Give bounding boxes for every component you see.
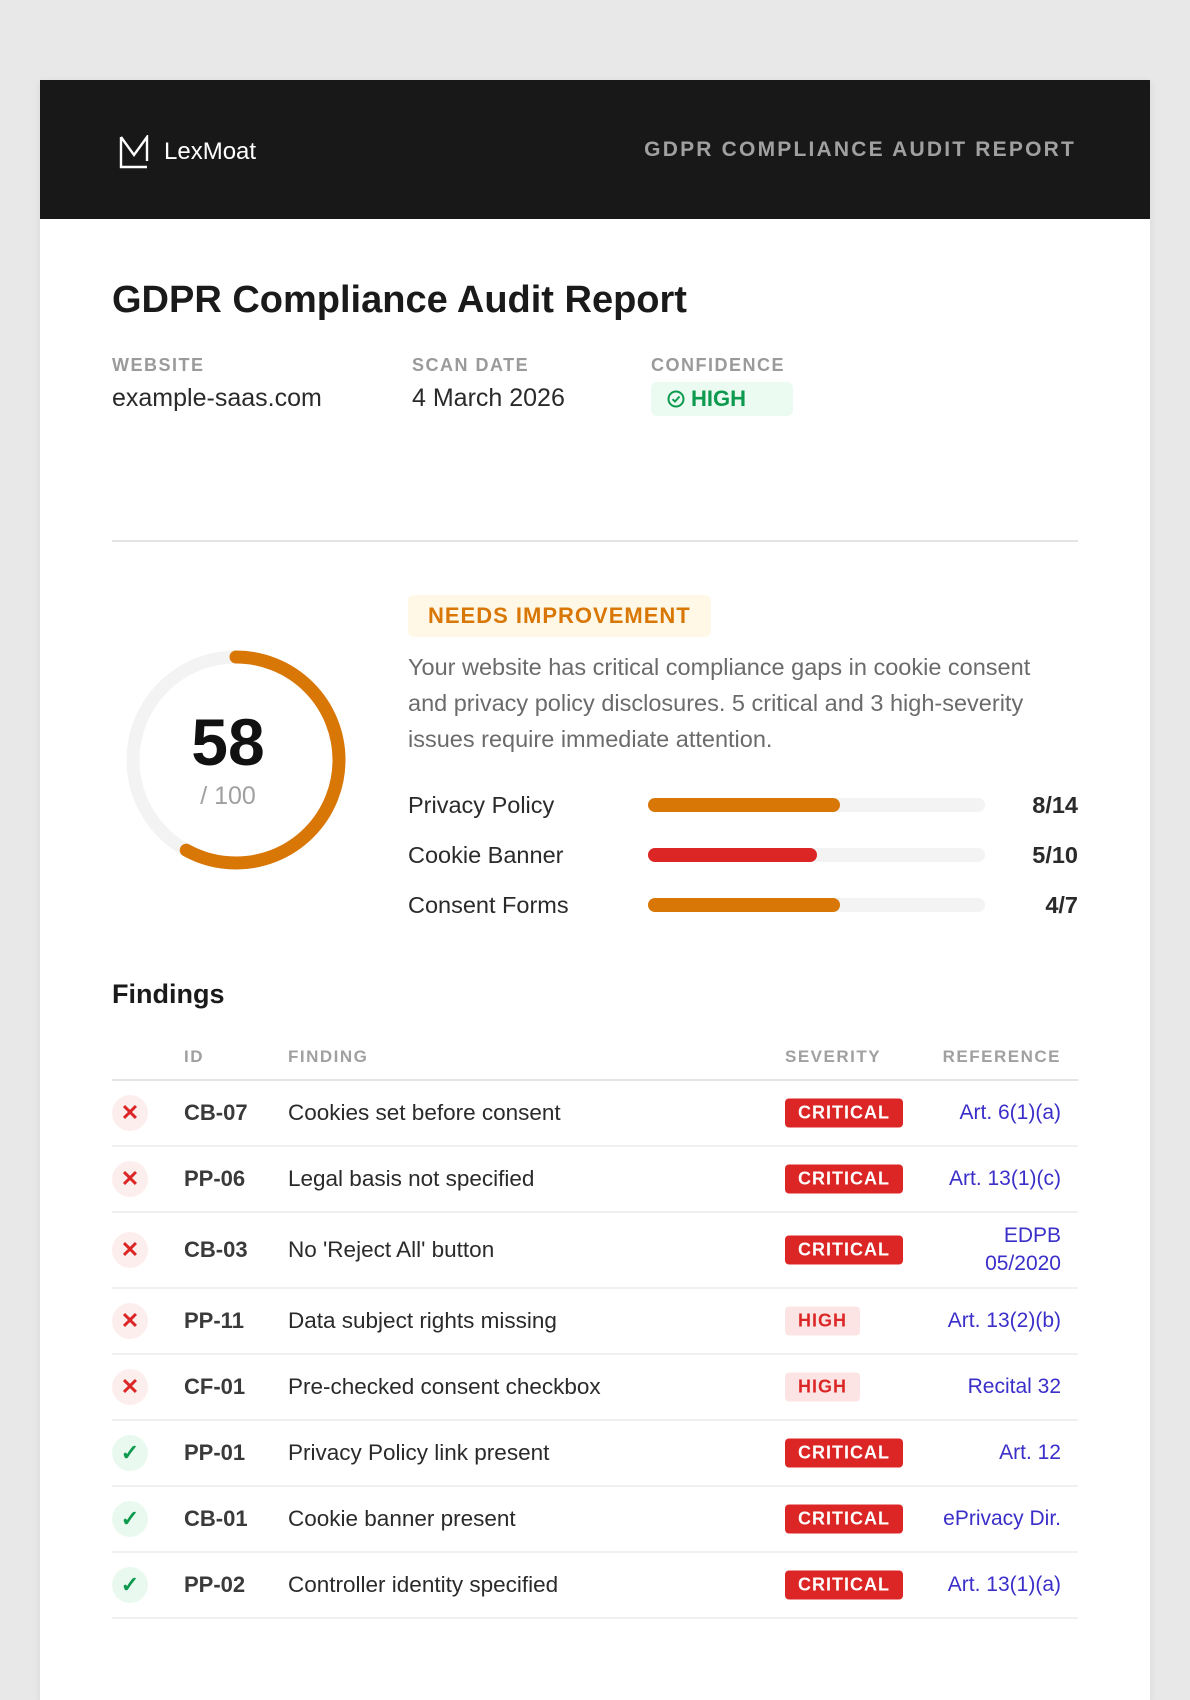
meta-label: CONFIDENCE <box>651 355 786 375</box>
finding-id: CB-07 <box>184 1100 248 1125</box>
severity-badge: HIGH <box>785 1372 860 1402</box>
table-row: ✕ CF-01 Pre-checked consent checkbox HIG… <box>112 1355 1078 1421</box>
progress-fill <box>648 798 841 812</box>
category-label: Consent Forms <box>408 891 569 918</box>
findings-table: ID FINDING SEVERITY REFERENCE ✕ CB-07 Co… <box>112 1039 1078 1619</box>
table-header: ID FINDING SEVERITY REFERENCE <box>112 1039 1078 1081</box>
reference-link[interactable]: ePrivacy Dir. <box>943 1507 1061 1530</box>
progress-fill <box>648 848 817 862</box>
finding-id: CB-01 <box>184 1506 248 1531</box>
score-max: / 100 <box>200 782 256 810</box>
table-row: ✕ PP-06 Legal basis not specified CRITIC… <box>112 1147 1078 1213</box>
meta-website: WEBSITE example-saas.com <box>112 355 322 413</box>
table-row: ✕ PP-11 Data subject rights missing HIGH… <box>112 1289 1078 1355</box>
brand: LexMoat <box>118 135 256 169</box>
severity-badge: CRITICAL <box>785 1438 903 1468</box>
column-finding: FINDING <box>288 1047 369 1066</box>
summary-text: Your website has critical compliance gap… <box>408 654 1031 752</box>
table-row: ✕ CB-07 Cookies set before consent CRITI… <box>112 1081 1078 1147</box>
meta-value: example-saas.com <box>112 384 322 412</box>
finding-id: CB-03 <box>184 1237 248 1262</box>
finding-id: PP-01 <box>184 1440 246 1465</box>
score-gauge <box>126 650 346 870</box>
report-card: LexMoat GDPR COMPLIANCE AUDIT REPORT GDP… <box>40 80 1150 1700</box>
table-row: ✓ CB-01 Cookie banner present CRITICAL e… <box>112 1487 1078 1553</box>
reference-link[interactable]: Art. 13(1)(a) <box>947 1573 1061 1596</box>
finding-text: Cookie banner present <box>288 1506 516 1531</box>
finding-text: No 'Reject All' button <box>288 1237 495 1262</box>
gauge-arc <box>126 650 346 870</box>
table-row: ✓ PP-02 Controller identity specified CR… <box>112 1553 1078 1619</box>
x-icon: ✕ <box>112 1369 148 1405</box>
finding-id: PP-06 <box>184 1166 246 1191</box>
x-icon: ✕ <box>112 1303 148 1339</box>
check-icon: ✓ <box>112 1435 148 1471</box>
score-value: 58 <box>191 705 265 779</box>
column-severity: SEVERITY <box>785 1047 882 1066</box>
severity-badge: CRITICAL <box>785 1164 903 1194</box>
x-icon: ✕ <box>112 1232 148 1268</box>
divider <box>112 540 1078 542</box>
meta-confidence: CONFIDENCE HIGH <box>651 355 793 416</box>
meta-label: SCAN DATE <box>412 355 530 375</box>
finding-id: PP-11 <box>184 1308 244 1333</box>
score: 58 / 100 <box>112 704 344 811</box>
x-icon: ✕ <box>112 1095 148 1131</box>
check-icon: ✓ <box>112 1567 148 1603</box>
reference-link[interactable]: Art. 13(2)(b) <box>947 1309 1061 1332</box>
lexmoat-logo-icon <box>119 135 149 169</box>
category-value: 8/14 <box>1032 791 1078 818</box>
reference-link[interactable]: EDPB 05/2020 <box>985 1224 1061 1275</box>
category-label: Privacy Policy <box>408 791 555 818</box>
meta-label: WEBSITE <box>112 355 205 375</box>
page-title: GDPR Compliance Audit Report <box>112 279 687 321</box>
meta-scan-date: SCAN DATE 4 March 2026 <box>412 355 565 413</box>
brand-name: LexMoat <box>164 138 257 165</box>
finding-text: Cookies set before consent <box>288 1100 561 1125</box>
severity-badge: CRITICAL <box>785 1570 903 1600</box>
finding-id: CF-01 <box>184 1374 246 1399</box>
reference-link[interactable]: Recital 32 <box>967 1375 1061 1398</box>
category-score-row: Consent Forms 4/7 <box>408 890 1078 920</box>
severity-badge: HIGH <box>785 1306 860 1336</box>
progress-bar <box>648 898 985 912</box>
severity-badge: CRITICAL <box>785 1504 903 1534</box>
status-badge: NEEDS IMPROVEMENT <box>408 595 711 637</box>
x-icon: ✕ <box>112 1161 148 1197</box>
reference-link[interactable]: Art. 13(1)(c) <box>948 1167 1061 1190</box>
finding-text: Pre-checked consent checkbox <box>288 1374 601 1399</box>
reference-link[interactable]: Art. 6(1)(a) <box>959 1101 1061 1124</box>
reference-link[interactable]: Art. 12 <box>999 1441 1061 1464</box>
finding-text: Controller identity specified <box>288 1572 559 1597</box>
confidence-badge: HIGH <box>651 382 793 416</box>
progress-bar <box>648 798 985 812</box>
check-circle-icon <box>667 390 685 408</box>
finding-text: Privacy Policy link present <box>288 1440 550 1465</box>
report-header: LexMoat GDPR COMPLIANCE AUDIT REPORT <box>40 80 1150 219</box>
confidence-value: HIGH <box>691 386 746 411</box>
check-icon: ✓ <box>112 1501 148 1537</box>
table-row: ✕ CB-03 No 'Reject All' button CRITICAL … <box>112 1213 1078 1289</box>
category-score-row: Privacy Policy 8/14 <box>408 790 1078 820</box>
column-id: ID <box>184 1047 204 1066</box>
finding-text: Legal basis not specified <box>288 1166 535 1191</box>
finding-id: PP-02 <box>184 1572 246 1597</box>
category-value: 5/10 <box>1032 841 1078 868</box>
category-score-row: Cookie Banner 5/10 <box>408 840 1078 870</box>
severity-badge: CRITICAL <box>785 1235 903 1265</box>
severity-badge: CRITICAL <box>785 1098 903 1128</box>
table-row: ✓ PP-01 Privacy Policy link present CRIT… <box>112 1421 1078 1487</box>
header-title: GDPR COMPLIANCE AUDIT REPORT <box>644 138 1076 161</box>
progress-bar <box>648 848 985 862</box>
finding-text: Data subject rights missing <box>288 1308 557 1333</box>
findings-heading: Findings <box>112 979 225 1009</box>
category-value: 4/7 <box>1045 891 1078 918</box>
progress-fill <box>648 898 841 912</box>
category-label: Cookie Banner <box>408 841 564 868</box>
meta-value: 4 March 2026 <box>412 384 565 412</box>
column-reference: REFERENCE <box>942 1047 1061 1066</box>
